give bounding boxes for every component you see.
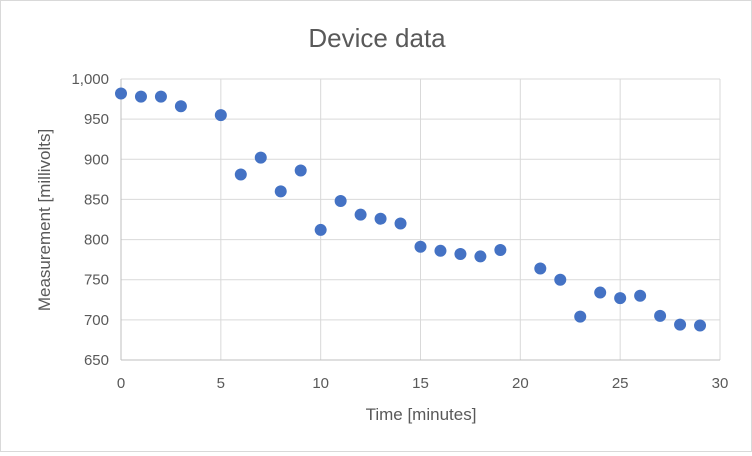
x-tick-label: 15 bbox=[412, 375, 429, 392]
data-points bbox=[115, 87, 707, 332]
data-point bbox=[174, 100, 187, 113]
tick-labels: 650 700 750 800 850 900 950 1,000 0 5 10 15 20 25 30 bbox=[71, 71, 728, 392]
data-point bbox=[254, 151, 267, 164]
x-tick-label: 25 bbox=[612, 375, 629, 392]
data-point bbox=[394, 217, 407, 230]
y-tick-label: 850 bbox=[84, 191, 109, 208]
data-point bbox=[694, 319, 707, 332]
x-tick-label: 10 bbox=[312, 375, 329, 392]
data-point bbox=[314, 223, 327, 236]
y-tick-label: 1,000 bbox=[71, 71, 109, 88]
data-point bbox=[474, 250, 487, 263]
x-axis-label: Time [minutes] bbox=[366, 405, 477, 424]
x-tick-label: 0 bbox=[117, 375, 125, 392]
data-point bbox=[214, 109, 227, 122]
data-point bbox=[614, 292, 627, 305]
data-point bbox=[494, 244, 507, 257]
y-tick-label: 700 bbox=[84, 312, 109, 329]
data-point bbox=[434, 244, 447, 257]
data-point bbox=[115, 87, 127, 100]
data-point bbox=[414, 240, 427, 253]
chart-title: Device data bbox=[308, 23, 446, 53]
y-tick-label: 750 bbox=[84, 272, 109, 289]
y-axis-label: Measurement [millivolts] bbox=[35, 129, 54, 311]
data-point bbox=[334, 195, 347, 208]
data-point bbox=[354, 208, 367, 221]
data-point bbox=[374, 212, 387, 225]
y-tick-label: 950 bbox=[84, 111, 109, 128]
data-point bbox=[534, 262, 547, 275]
data-point bbox=[574, 310, 587, 323]
data-point bbox=[594, 286, 607, 299]
data-point bbox=[554, 273, 567, 286]
data-point bbox=[274, 185, 287, 198]
y-tick-label: 800 bbox=[84, 232, 109, 249]
data-point bbox=[294, 164, 307, 177]
data-point bbox=[154, 90, 167, 103]
data-point bbox=[634, 289, 647, 302]
data-point bbox=[454, 248, 467, 261]
axes bbox=[120, 79, 720, 361]
x-tick-label: 30 bbox=[712, 375, 729, 392]
data-point bbox=[674, 318, 687, 331]
data-point bbox=[134, 90, 147, 103]
y-tick-label: 650 bbox=[84, 352, 109, 369]
grid-lines bbox=[121, 78, 721, 361]
y-tick-label: 900 bbox=[84, 151, 109, 168]
data-point bbox=[234, 168, 247, 181]
x-tick-label: 20 bbox=[512, 375, 529, 392]
x-tick-label: 5 bbox=[217, 375, 225, 392]
data-point bbox=[654, 309, 667, 322]
